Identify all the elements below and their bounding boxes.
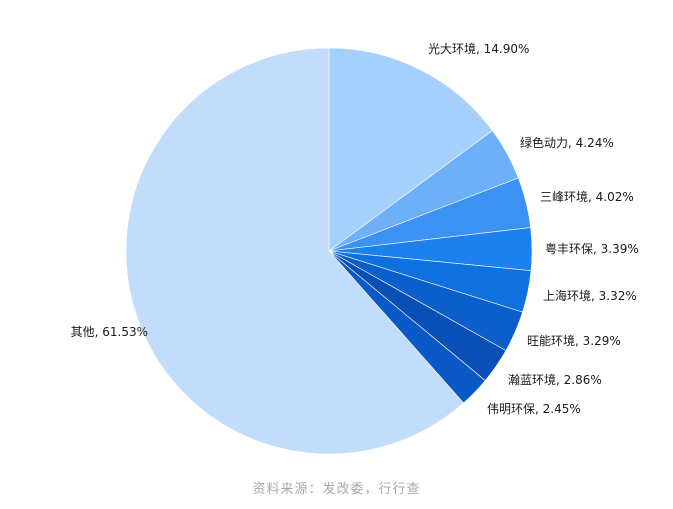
pie-slice-9 xyxy=(125,47,464,455)
pie-slice-1 xyxy=(328,47,493,252)
pie-slices xyxy=(125,47,533,455)
pie-label-1: 光大环境, 14.90% xyxy=(428,41,529,56)
pie-label-6: 旺能环境, 3.29% xyxy=(527,333,621,348)
source-note: 资料来源：发改委，行行查 xyxy=(252,482,421,497)
pie-label-8: 伟明环保, 2.45% xyxy=(487,402,581,416)
pie-label-5: 上海环境, 3.32% xyxy=(543,288,637,303)
pie-label-2: 绿色动力, 4.24% xyxy=(520,135,614,150)
pie-label-4: 粤丰环保, 3.39% xyxy=(545,241,639,256)
pie-label-7: 瀚蓝环境, 2.86% xyxy=(508,372,602,387)
pie-label-9: 其他, 61.53% xyxy=(71,325,148,339)
pie-labels: 光大环境, 14.90% 绿色动力, 4.24% 三峰环境, 4.02% 粤丰环保, … xyxy=(71,41,639,416)
pie-label-3: 三峰环境, 4.02% xyxy=(540,189,634,204)
